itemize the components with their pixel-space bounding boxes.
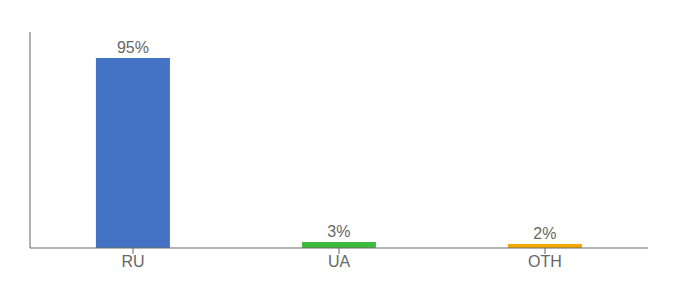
svg-text:UA: UA: [328, 253, 351, 270]
svg-text:3%: 3%: [327, 223, 350, 240]
svg-text:OTH: OTH: [528, 253, 562, 270]
svg-text:95%: 95%: [117, 39, 149, 56]
svg-text:RU: RU: [121, 253, 144, 270]
svg-text:2%: 2%: [533, 225, 556, 242]
